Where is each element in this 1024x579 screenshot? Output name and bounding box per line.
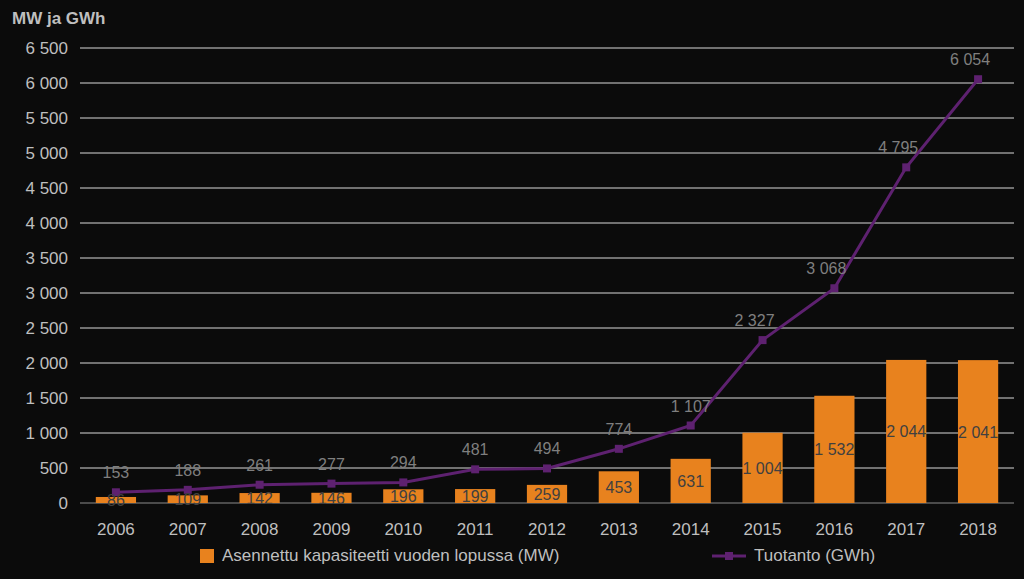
y-tick-label: 2 500 bbox=[25, 319, 68, 338]
line-label: 6 054 bbox=[950, 51, 990, 68]
bar-label: 86 bbox=[107, 492, 125, 509]
data-labels: 86 109 142 146 196 199 259 453 631 1 004 1 532 2 04… bbox=[103, 51, 999, 509]
x-tick-label: 2006 bbox=[97, 520, 135, 539]
bar-label: 196 bbox=[390, 488, 417, 505]
bar bbox=[671, 459, 711, 503]
legend-swatch bbox=[725, 552, 733, 560]
background bbox=[0, 0, 1024, 579]
y-tick-label: 1 000 bbox=[25, 424, 68, 443]
legend-swatch bbox=[200, 549, 214, 563]
grid-line bbox=[80, 153, 1014, 154]
bar bbox=[958, 360, 998, 503]
y-tick-label: 6 500 bbox=[25, 39, 68, 58]
x-tick-label: 2011 bbox=[457, 520, 494, 539]
line-label: 2 327 bbox=[735, 312, 775, 329]
bar-label: 1 004 bbox=[743, 460, 783, 477]
marker bbox=[256, 481, 264, 489]
line-label: 4 795 bbox=[878, 139, 918, 156]
legend-label: Tuotanto (GWh) bbox=[754, 546, 875, 565]
x-tick-label: 2018 bbox=[959, 520, 997, 539]
line-label: 294 bbox=[390, 454, 417, 471]
y-axis-label: MW ja GWh bbox=[12, 9, 105, 28]
x-tick-label: 2015 bbox=[744, 520, 782, 539]
grid-line bbox=[80, 293, 1014, 294]
y-tick-label: 5 500 bbox=[25, 109, 68, 128]
bar-label: 453 bbox=[605, 479, 632, 496]
line-label: 774 bbox=[605, 421, 632, 438]
grid-line bbox=[80, 258, 1014, 259]
y-tick-label: 6 000 bbox=[25, 74, 68, 93]
bar bbox=[742, 433, 782, 503]
marker bbox=[902, 163, 910, 171]
line-label: 1 107 bbox=[671, 398, 711, 415]
bar-label: 1 532 bbox=[814, 441, 854, 458]
line-label: 153 bbox=[103, 464, 130, 481]
plot-area bbox=[96, 75, 998, 503]
line-label: 481 bbox=[462, 441, 489, 458]
x-tick-label: 2017 bbox=[887, 520, 925, 539]
bar-label: 631 bbox=[677, 473, 704, 490]
y-tick-label: 1 500 bbox=[25, 389, 68, 408]
y-tick-label: 3 000 bbox=[25, 284, 68, 303]
bar-label: 2 044 bbox=[886, 423, 926, 440]
line bbox=[116, 79, 978, 492]
marker bbox=[471, 465, 479, 473]
marker bbox=[830, 284, 838, 292]
x-tick-label: 2014 bbox=[672, 520, 710, 539]
y-tick-label: 5 000 bbox=[25, 144, 68, 163]
x-tick-label: 2008 bbox=[241, 520, 279, 539]
bar-label: 259 bbox=[534, 486, 561, 503]
bar-label: 2 041 bbox=[958, 424, 998, 441]
marker bbox=[687, 422, 695, 430]
bar-label: 142 bbox=[246, 490, 273, 507]
x-tick-label: 2009 bbox=[313, 520, 351, 539]
bar-label: 146 bbox=[318, 490, 345, 507]
y-tick-label: 3 500 bbox=[25, 249, 68, 268]
marker bbox=[399, 478, 407, 486]
grid-line bbox=[80, 188, 1014, 189]
line-label: 261 bbox=[246, 457, 273, 474]
grid-line bbox=[80, 118, 1014, 119]
grid-line bbox=[80, 398, 1014, 399]
grid-line bbox=[80, 363, 1014, 364]
x-tick-label: 2012 bbox=[528, 520, 566, 539]
chart: 0 500 1 000 1 500 2 000 2 500 3 000 3 500 4 000 4… bbox=[0, 0, 1024, 579]
marker bbox=[543, 464, 551, 472]
y-tick-label: 0 bbox=[59, 494, 68, 513]
x-tick-label: 2016 bbox=[815, 520, 853, 539]
bar bbox=[599, 471, 639, 503]
marker bbox=[327, 480, 335, 488]
legend: Asennettu kapasiteetti vuoden lopussa (M… bbox=[200, 546, 875, 565]
y-tick-label: 4 000 bbox=[25, 214, 68, 233]
x-tick-label: 2007 bbox=[169, 520, 207, 539]
bar-label: 109 bbox=[174, 491, 201, 508]
x-tick-label: 2010 bbox=[384, 520, 422, 539]
grid-line bbox=[80, 328, 1014, 329]
legend-label: Asennettu kapasiteetti vuoden lopussa (M… bbox=[222, 546, 559, 565]
x-tick-label: 2013 bbox=[600, 520, 638, 539]
y-tick-label: 2 000 bbox=[25, 354, 68, 373]
bar bbox=[814, 396, 854, 503]
line-label: 3 068 bbox=[806, 260, 846, 277]
marker bbox=[974, 75, 982, 83]
bar-label: 199 bbox=[462, 488, 489, 505]
line-label: 277 bbox=[318, 456, 345, 473]
grid-line bbox=[80, 433, 1014, 434]
bar bbox=[527, 485, 567, 503]
grid-line bbox=[80, 83, 1014, 84]
y-tick-label: 4 500 bbox=[25, 179, 68, 198]
grid-line bbox=[80, 48, 1014, 49]
marker bbox=[759, 336, 767, 344]
line-label: 494 bbox=[534, 440, 561, 457]
bar bbox=[886, 360, 926, 503]
y-tick-label: 500 bbox=[40, 459, 68, 478]
marker bbox=[615, 445, 623, 453]
line-label: 188 bbox=[174, 462, 201, 479]
